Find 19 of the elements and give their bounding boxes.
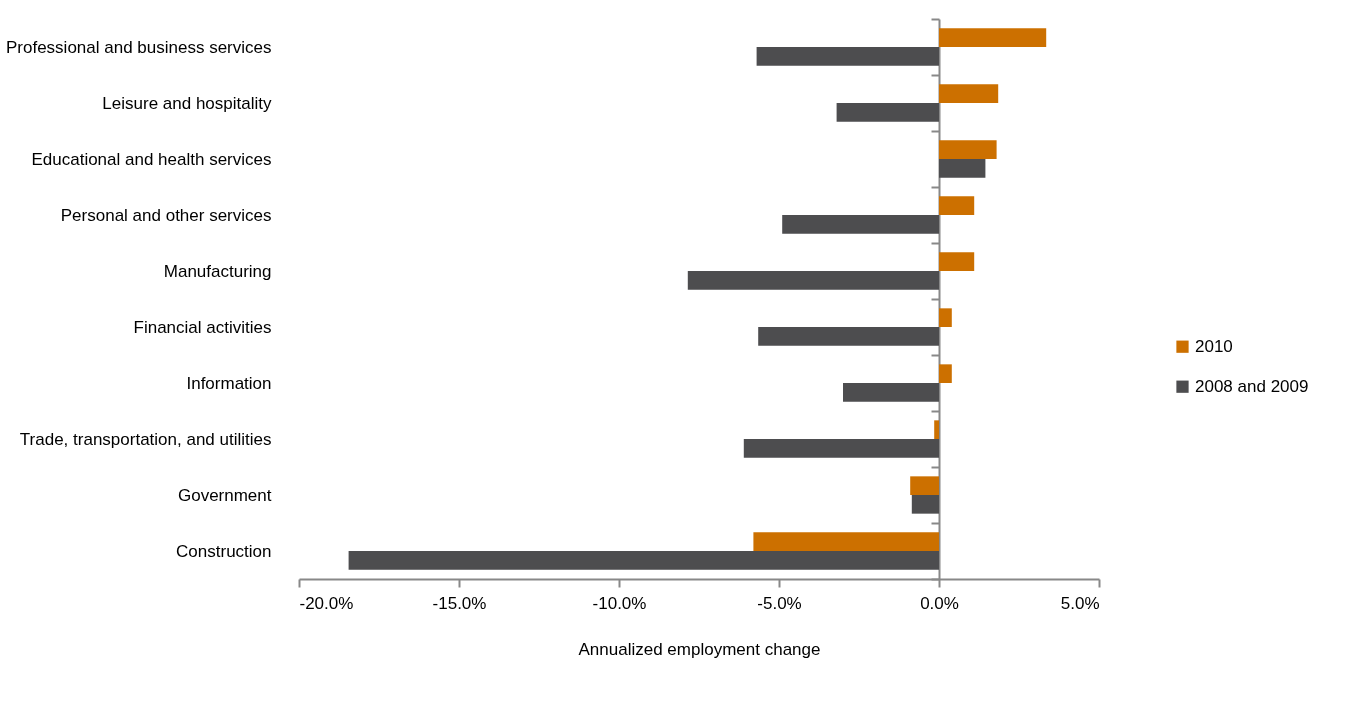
y-tick-label: Educational and health services (31, 149, 272, 169)
x-tick-label: 5.0% (1060, 593, 1100, 613)
y-tick-label: Leisure and hospitality (102, 93, 272, 113)
x-tick-label: -20.0% (299, 593, 354, 613)
y-tick-label: Information (186, 373, 272, 393)
x-tick-label: -10.0% (592, 593, 647, 613)
y-tick-label: Professional and business services (5, 37, 272, 57)
legend-label: 2008 and 2009 (1195, 376, 1309, 396)
legend-label: 2010 (1195, 336, 1233, 356)
y-tick-label: Manufacturing (163, 261, 272, 281)
x-axis-title: Annualized employment change (578, 639, 821, 659)
y-tick-label: Financial activities (133, 317, 272, 337)
y-tick-label: Trade, transportation, and utilities (19, 429, 272, 449)
x-tick-label: -5.0% (757, 593, 802, 613)
y-tick-label: Government (177, 485, 272, 505)
x-tick-label: -15.0% (432, 593, 487, 613)
x-tick-label: 0.0% (920, 593, 959, 613)
y-tick-label: Personal and other services (60, 205, 272, 225)
y-tick-label: Construction (176, 541, 272, 561)
